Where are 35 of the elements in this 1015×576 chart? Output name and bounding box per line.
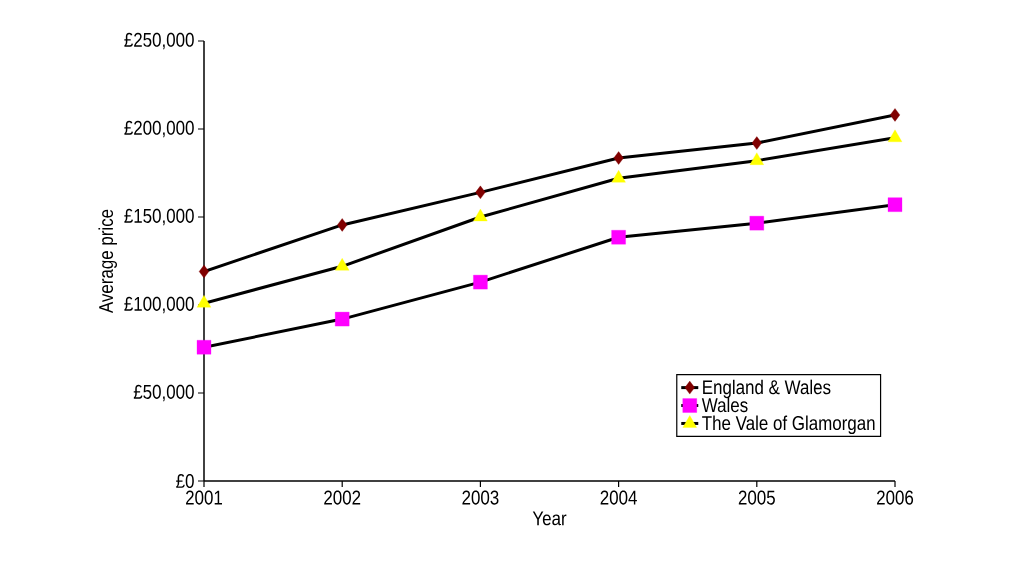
x-axis-title: Year xyxy=(532,511,567,526)
legend-label: Wales xyxy=(701,397,748,413)
legend-label: England & Wales xyxy=(703,379,831,399)
point xyxy=(887,129,903,142)
x-tick-label: 2003 xyxy=(462,490,499,505)
point xyxy=(196,340,212,355)
y-tick-label: £250,000 xyxy=(124,32,194,50)
point xyxy=(749,216,764,231)
x-tick-label: 2005 xyxy=(738,490,775,505)
y-tick-label: £150,000 xyxy=(124,208,194,226)
point xyxy=(749,152,764,165)
y-tick-label: £50,000 xyxy=(133,384,194,402)
y-tick-label: £100,000 xyxy=(124,296,194,314)
point xyxy=(335,311,350,327)
y-tick-label: £200,000 xyxy=(124,120,194,138)
x-tick-label: 2001 xyxy=(186,490,223,505)
x-tick-label: 2002 xyxy=(324,490,361,505)
point xyxy=(198,264,210,279)
point xyxy=(196,295,212,308)
point xyxy=(887,197,903,212)
point xyxy=(611,170,626,183)
x-tick-label: 2006 xyxy=(877,490,914,505)
point xyxy=(473,208,488,222)
point xyxy=(751,136,762,150)
y-tick-label: £0 xyxy=(176,473,194,489)
point xyxy=(335,258,350,271)
point xyxy=(611,230,626,245)
point xyxy=(613,151,624,165)
point xyxy=(475,185,486,200)
x-tick-label: 2004 xyxy=(600,490,637,505)
legend-label: The Vale of Glamorgan xyxy=(702,415,875,435)
y-axis-title: Average price xyxy=(98,209,117,314)
point xyxy=(889,108,901,122)
point xyxy=(337,218,348,232)
point xyxy=(473,274,488,290)
